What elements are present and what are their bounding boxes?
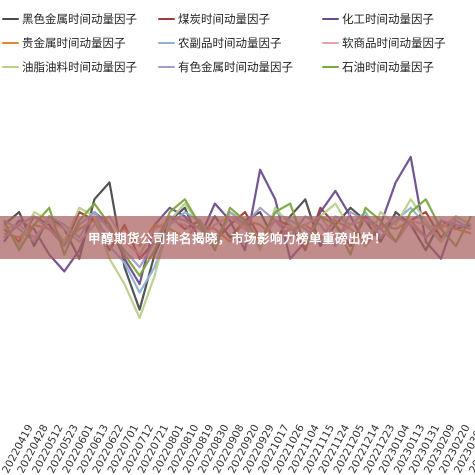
legend-item: 煤炭时间动量因子	[158, 11, 270, 27]
legend-item: 油脂油料时间动量因子	[2, 59, 137, 75]
legend-swatch	[158, 41, 175, 45]
legend-swatch	[2, 41, 19, 45]
legend-label: 石油时间动量因子	[342, 60, 434, 74]
legend-label: 化工时间动量因子	[342, 12, 434, 26]
headline-text: 甲醇期货公司排名揭晓，市场影响力榜单重磅出炉！	[87, 231, 387, 246]
legend-label: 煤炭时间动量因子	[178, 12, 270, 26]
legend-swatch	[158, 17, 175, 21]
legend-swatch	[2, 17, 19, 21]
legend-label: 油脂油料时间动量因子	[22, 60, 137, 74]
legend-swatch	[322, 17, 339, 21]
legend-item: 石油时间动量因子	[322, 59, 434, 75]
legend-item: 化工时间动量因子	[322, 11, 434, 27]
legend-label: 黑色金属时间动量因子	[22, 12, 137, 26]
legend-item: 有色金属时间动量因子	[158, 59, 293, 75]
legend-label: 贵金属时间动量因子	[22, 36, 126, 50]
legend-label: 有色金属时间动量因子	[178, 60, 293, 74]
legend-swatch	[322, 65, 339, 69]
x-axis: 2022041920220428202205122022052320220601…	[0, 422, 475, 475]
legend-label: 软商品时间动量因子	[342, 36, 446, 50]
legend: 黑色金属时间动量因子 煤炭时间动量因子 化工时间动量因子贵金属时间动量因子 农副品时间…	[0, 0, 475, 80]
legend-swatch	[322, 41, 339, 45]
legend-item: 软商品时间动量因子	[322, 35, 446, 51]
legend-item: 贵金属时间动量因子	[2, 35, 126, 51]
legend-swatch	[158, 65, 175, 69]
legend-swatch	[2, 65, 19, 69]
headline-banner: 甲醇期货公司排名揭晓，市场影响力榜单重磅出炉！	[0, 216, 475, 259]
legend-item: 农副品时间动量因子	[158, 35, 282, 51]
legend-label: 农副品时间动量因子	[178, 36, 282, 50]
legend-item: 黑色金属时间动量因子	[2, 11, 137, 27]
